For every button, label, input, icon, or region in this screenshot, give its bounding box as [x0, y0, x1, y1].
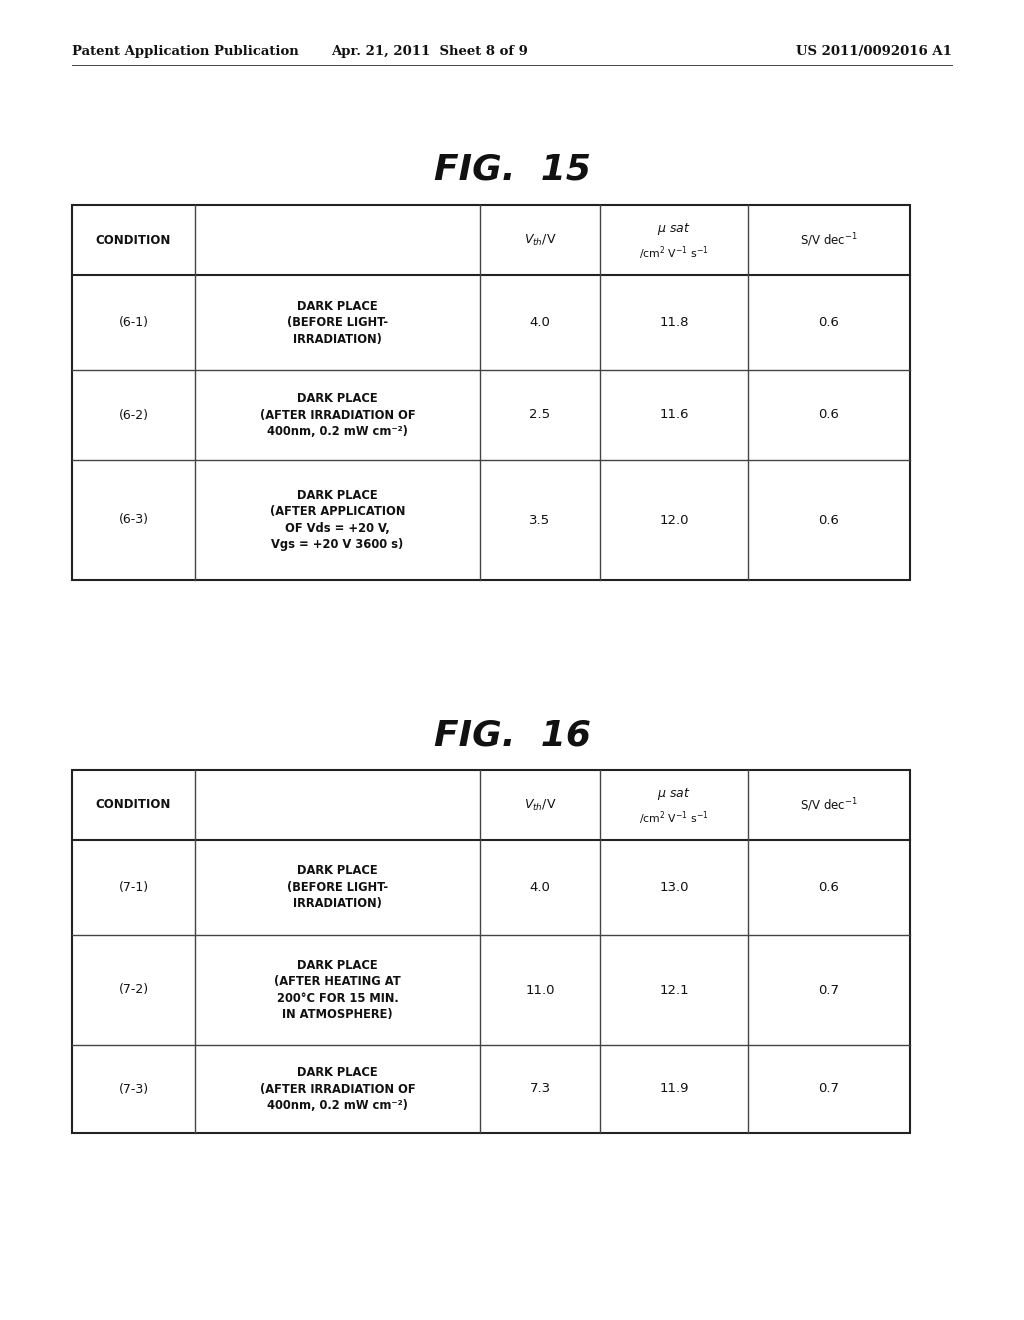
Text: DARK PLACE
(AFTER HEATING AT
200°C FOR 15 MIN.
IN ATMOSPHERE): DARK PLACE (AFTER HEATING AT 200°C FOR 1… [274, 958, 400, 1022]
Text: 3.5: 3.5 [529, 513, 551, 527]
Text: FIG.  16: FIG. 16 [433, 718, 591, 752]
Text: S/V dec$^{-1}$: S/V dec$^{-1}$ [800, 796, 858, 814]
Text: 0.6: 0.6 [818, 408, 840, 421]
Text: 4.0: 4.0 [529, 315, 551, 329]
Text: 13.0: 13.0 [659, 880, 689, 894]
Bar [72, 205, 910, 579]
Text: (6-3): (6-3) [119, 513, 148, 527]
Bar [72, 770, 910, 1133]
Text: (6-2): (6-2) [119, 408, 148, 421]
Text: 12.0: 12.0 [659, 513, 689, 527]
Text: US 2011/0092016 A1: US 2011/0092016 A1 [796, 45, 952, 58]
Text: 12.1: 12.1 [659, 983, 689, 997]
Text: 0.6: 0.6 [818, 315, 840, 329]
Text: 7.3: 7.3 [529, 1082, 551, 1096]
Text: 11.9: 11.9 [659, 1082, 689, 1096]
Text: DARK PLACE
(BEFORE LIGHT-
IRRADIATION): DARK PLACE (BEFORE LIGHT- IRRADIATION) [287, 865, 388, 911]
Text: 0.6: 0.6 [818, 513, 840, 527]
Text: 4.0: 4.0 [529, 880, 551, 894]
Text: 0.6: 0.6 [818, 880, 840, 894]
Text: $V_{th}$/V: $V_{th}$/V [523, 797, 556, 813]
Text: DARK PLACE
(BEFORE LIGHT-
IRRADIATION): DARK PLACE (BEFORE LIGHT- IRRADIATION) [287, 300, 388, 346]
Text: /cm$^2$ V$^{-1}$ s$^{-1}$: /cm$^2$ V$^{-1}$ s$^{-1}$ [639, 809, 709, 826]
Text: 0.7: 0.7 [818, 1082, 840, 1096]
Text: FIG.  15: FIG. 15 [433, 153, 591, 187]
Text: 11.6: 11.6 [659, 408, 689, 421]
Text: $\mu$ sat: $\mu$ sat [657, 220, 691, 238]
Text: Patent Application Publication: Patent Application Publication [72, 45, 299, 58]
Text: DARK PLACE
(AFTER IRRADIATION OF
400nm, 0.2 mW cm⁻²): DARK PLACE (AFTER IRRADIATION OF 400nm, … [260, 392, 416, 438]
Text: 2.5: 2.5 [529, 408, 551, 421]
Text: 11.0: 11.0 [525, 983, 555, 997]
Text: DARK PLACE
(AFTER APPLICATION
OF Vds = +20 V,
Vgs = +20 V 3600 s): DARK PLACE (AFTER APPLICATION OF Vds = +… [269, 488, 406, 552]
Text: CONDITION: CONDITION [96, 234, 171, 247]
Text: 11.8: 11.8 [659, 315, 689, 329]
Text: (6-1): (6-1) [119, 315, 148, 329]
Text: S/V dec$^{-1}$: S/V dec$^{-1}$ [800, 231, 858, 248]
Text: Apr. 21, 2011  Sheet 8 of 9: Apr. 21, 2011 Sheet 8 of 9 [332, 45, 528, 58]
Text: $\mu$ sat: $\mu$ sat [657, 785, 691, 803]
Text: DARK PLACE
(AFTER IRRADIATION OF
400nm, 0.2 mW cm⁻²): DARK PLACE (AFTER IRRADIATION OF 400nm, … [260, 1067, 416, 1111]
Text: (7-1): (7-1) [119, 880, 148, 894]
Text: (7-3): (7-3) [119, 1082, 148, 1096]
Text: CONDITION: CONDITION [96, 799, 171, 812]
Text: (7-2): (7-2) [119, 983, 148, 997]
Text: 0.7: 0.7 [818, 983, 840, 997]
Text: /cm$^2$ V$^{-1}$ s$^{-1}$: /cm$^2$ V$^{-1}$ s$^{-1}$ [639, 244, 709, 261]
Text: $V_{th}$/V: $V_{th}$/V [523, 232, 556, 248]
